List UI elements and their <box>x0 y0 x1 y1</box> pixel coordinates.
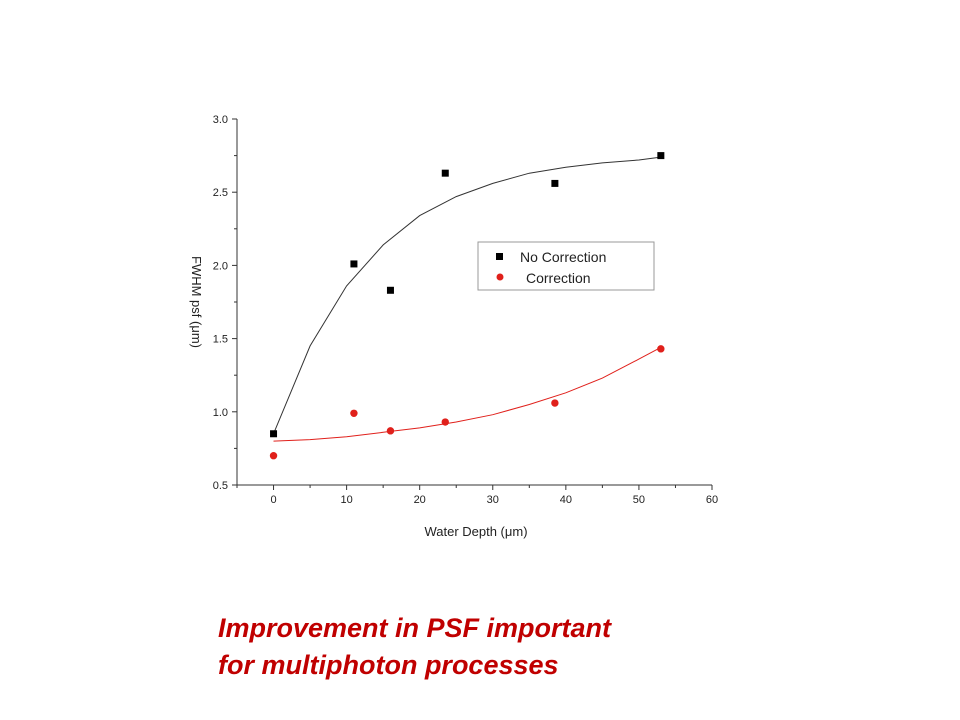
point-correction <box>386 427 395 435</box>
x-axis-label: Water Depth (μm) <box>424 524 527 539</box>
point-correction <box>657 345 665 353</box>
y-tick-label: 3.0 <box>213 114 228 126</box>
x-tick-label: 10 <box>340 494 352 506</box>
fit-curve-no-correction <box>273 156 661 434</box>
x-tick-label: 50 <box>633 494 645 506</box>
x-tick-label: 20 <box>414 494 426 506</box>
y-tick-label: 2.0 <box>213 260 228 272</box>
point-correction <box>350 409 358 417</box>
y-tick-label: 1.0 <box>213 407 228 419</box>
y-tick-label: 2.5 <box>213 187 228 199</box>
point-correction <box>551 399 559 407</box>
legend: No Correction Correction <box>477 241 655 291</box>
x-tick-label: 40 <box>560 494 572 506</box>
y-tick-label: 1.5 <box>213 334 228 346</box>
caption-line-1: Improvement in PSF important <box>218 613 612 643</box>
legend-marker-correction <box>496 273 504 281</box>
data-points <box>269 152 665 460</box>
x-tick-label: 0 <box>270 494 276 506</box>
fit-curve-correction <box>273 346 662 442</box>
x-tick-label: 60 <box>706 494 718 506</box>
caption: Improvement in PSF important for multiph… <box>218 610 611 684</box>
point-no-correction <box>270 430 278 438</box>
point-no-correction <box>350 260 358 268</box>
legend-label-no-correction: No Correction <box>520 249 606 265</box>
caption-line-2: for multiphoton processes <box>218 650 559 680</box>
point-no-correction <box>551 179 559 187</box>
point-no-correction <box>386 286 394 294</box>
point-correction <box>269 452 278 460</box>
point-correction <box>441 418 449 426</box>
x-tick-label: 30 <box>487 494 499 506</box>
legend-box <box>477 241 655 291</box>
legend-label-correction: Correction <box>526 270 591 286</box>
legend-marker-no-correction <box>496 253 503 260</box>
y-axis-label: FWHM psf (μm) <box>189 256 204 348</box>
fit-curves <box>273 156 662 442</box>
point-no-correction <box>657 152 665 160</box>
chart-axes: 0 10 20 30 40 50 60 0.5 1.0 1.5 2.0 2.5 3.0 <box>213 114 718 506</box>
y-tick-label: 0.5 <box>213 480 228 492</box>
point-no-correction <box>441 169 449 177</box>
